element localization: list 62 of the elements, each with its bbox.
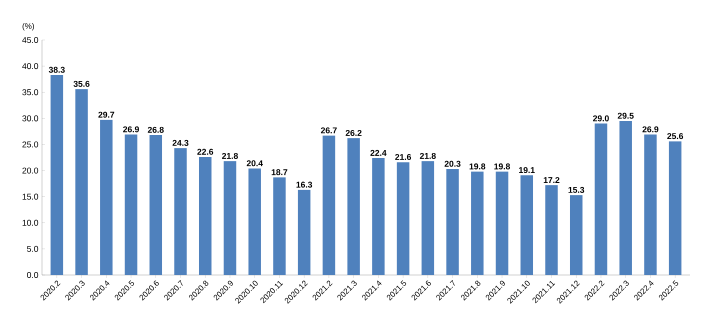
- data-label: 24.3: [172, 140, 188, 146]
- bar: [422, 161, 434, 275]
- bar: [224, 161, 236, 275]
- bar: [273, 177, 286, 275]
- bar: [50, 74, 64, 275]
- y-tick-label: 45.0: [22, 37, 38, 43]
- bar: [322, 136, 336, 275]
- bar: [644, 134, 657, 275]
- y-tick-label: 20.0: [22, 168, 38, 174]
- data-label: 19.8: [470, 163, 486, 170]
- data-label: 29.0: [593, 115, 609, 122]
- y-tick-label: 15.0: [22, 194, 38, 200]
- bar: [174, 148, 187, 275]
- bar: [668, 141, 682, 275]
- data-label: 20.4: [246, 160, 263, 166]
- bar: [520, 175, 534, 275]
- bar: [75, 89, 88, 275]
- y-tick-label: 10.0: [22, 220, 38, 226]
- data-label: 19.1: [519, 167, 535, 174]
- bar: [124, 134, 138, 275]
- bar: [150, 135, 162, 275]
- bar: [471, 172, 484, 275]
- data-label: 20.3: [444, 160, 461, 167]
- bar: [570, 195, 582, 275]
- data-label: 22.6: [197, 148, 214, 155]
- y-tick-label: 0.0: [27, 272, 38, 278]
- data-label: 17.2: [544, 177, 560, 183]
- data-label: 16.3: [296, 182, 312, 188]
- bar: [298, 190, 310, 275]
- data-label: 35.6: [74, 80, 90, 87]
- bar: [100, 120, 113, 275]
- data-label: 29.5: [618, 112, 634, 119]
- bar: [619, 120, 632, 275]
- bar: [594, 124, 608, 275]
- data-label: 21.8: [222, 152, 238, 159]
- data-label: 26.8: [148, 126, 164, 133]
- data-label: 26.7: [320, 127, 337, 134]
- data-label: 21.6: [395, 154, 412, 160]
- data-label: 22.4: [370, 150, 387, 156]
- data-label: 19.8: [494, 163, 510, 170]
- data-label: 26.9: [642, 126, 658, 132]
- data-label: 26.2: [346, 130, 362, 136]
- bar: [347, 138, 360, 275]
- y-tick-label: 25.0: [22, 141, 38, 148]
- y-tick-label: 40.0: [22, 63, 38, 70]
- data-label: 29.7: [98, 112, 114, 118]
- data-label: 18.7: [272, 169, 288, 176]
- y-tick-label: 5.0: [27, 246, 38, 252]
- y-tick-label: 35.0: [22, 89, 38, 96]
- bar: [545, 185, 558, 275]
- data-label: 26.9: [123, 126, 139, 132]
- y-tick-label: 30.0: [22, 115, 38, 122]
- data-label: 25.6: [667, 133, 684, 140]
- bar: [446, 168, 459, 275]
- data-label: 15.3: [568, 186, 584, 193]
- bar: [198, 156, 212, 275]
- bar: [396, 162, 410, 275]
- data-label: 38.3: [48, 66, 65, 73]
- data-label: 21.8: [420, 152, 436, 159]
- bar: [496, 172, 508, 275]
- bar: [248, 168, 261, 275]
- bar: [372, 158, 385, 275]
